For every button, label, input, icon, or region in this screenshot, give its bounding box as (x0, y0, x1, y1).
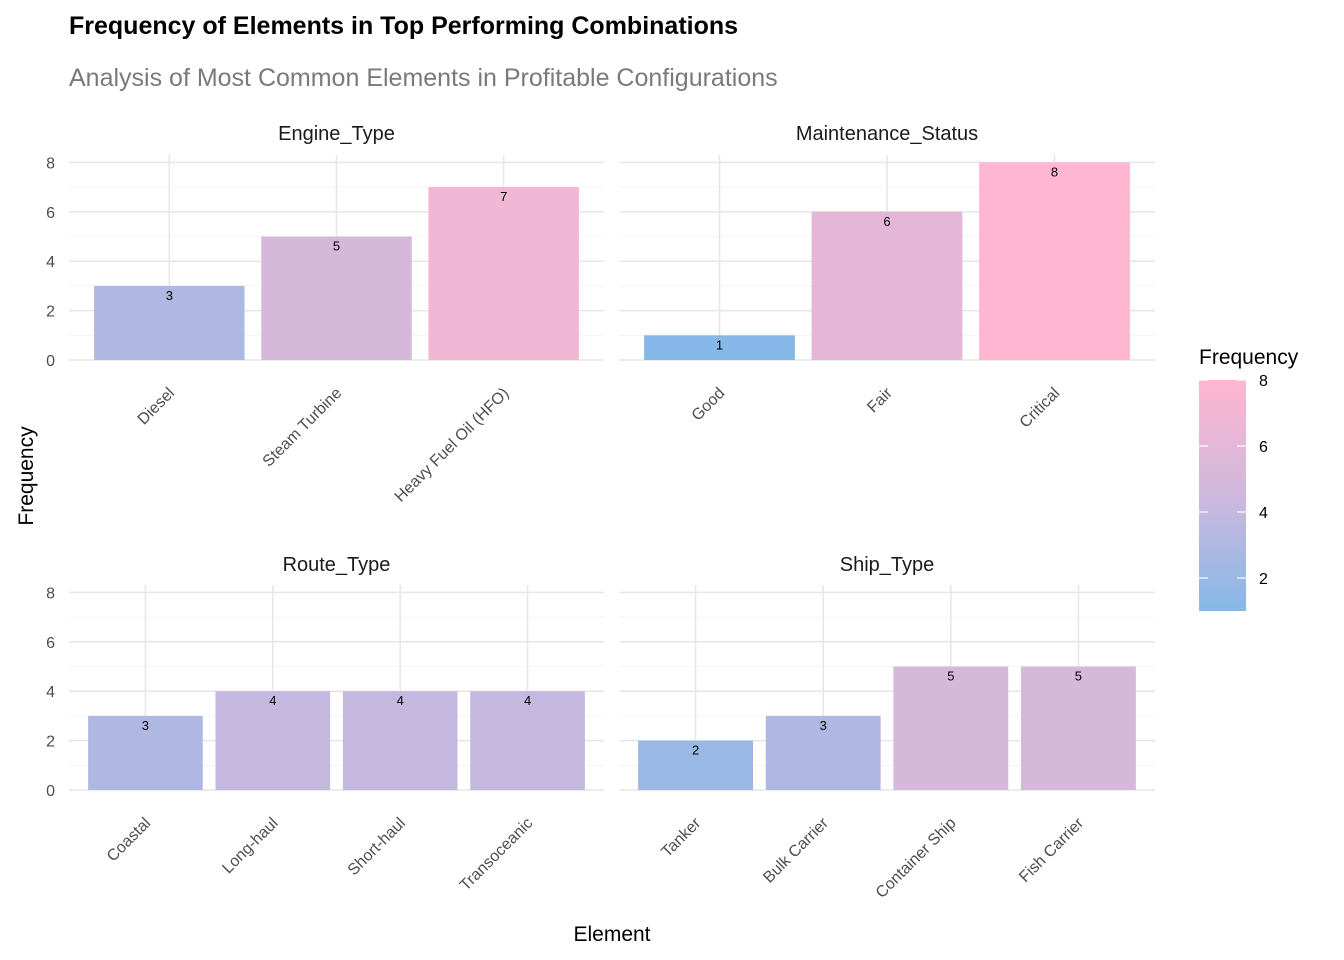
y-tick-label: 8 (46, 585, 55, 602)
bar (342, 691, 458, 790)
x-tick-label: Steam Turbine (260, 385, 346, 471)
legend-tick-label: 8 (1259, 373, 1268, 390)
bar-value-label: 4 (524, 693, 531, 708)
x-axis-title: Element (573, 923, 650, 946)
y-tick-label: 6 (46, 205, 55, 222)
facet-strip-label: Engine_Type (278, 123, 395, 145)
x-tick-label: Heavy Fuel Oil (HFO) (392, 385, 513, 506)
x-tick-label: Short-haul (345, 815, 409, 879)
bar (261, 236, 412, 360)
bar (811, 211, 963, 360)
chart-subtitle: Analysis of Most Common Elements in Prof… (69, 64, 778, 92)
bar-value-label: 3 (820, 718, 827, 733)
x-tick-label: Fish Carrier (1016, 814, 1088, 886)
bar-value-label: 4 (269, 693, 276, 708)
x-tick-label: Diesel (135, 385, 178, 428)
bar (470, 691, 585, 790)
legend-title: Frequency (1199, 346, 1299, 369)
y-tick-label: 4 (46, 254, 55, 271)
y-tick-label: 6 (46, 635, 55, 652)
x-tick-label: Container Ship (873, 815, 960, 902)
bar (94, 285, 245, 360)
facet-strip-label: Ship_Type (840, 554, 935, 576)
bar-value-label: 5 (333, 239, 340, 254)
y-tick-label: 0 (46, 353, 55, 370)
facet-panel-route-type: Route_Type 0 2 4 6 8 3 Coastal 4 Long-haul 4 Short-… (46, 554, 604, 894)
y-tick-label: 8 (46, 155, 55, 172)
bar (638, 740, 753, 790)
bar (215, 691, 331, 790)
bar-value-label: 3 (166, 288, 173, 303)
bar-value-label: 6 (883, 214, 890, 229)
bar-value-label: 4 (397, 693, 404, 708)
bar-value-label: 8 (1051, 164, 1058, 179)
x-tick-label: Bulk Carrier (760, 814, 832, 886)
bar-value-label: 2 (692, 743, 699, 758)
bar (644, 335, 795, 360)
legend-tick-label: 6 (1259, 439, 1268, 456)
x-tick-label: Good (689, 385, 729, 425)
y-tick-label: 4 (46, 684, 55, 701)
bar-value-label: 3 (142, 718, 149, 733)
bar (765, 715, 881, 790)
facet-panel-ship-type: Ship_Type 2 Tanker 3 Bulk Carrier 5 Container … (619, 554, 1155, 902)
bar-value-label: 7 (500, 189, 507, 204)
color-legend: Frequency 2 4 6 8 (1199, 346, 1299, 611)
x-tick-label: Tanker (658, 814, 704, 860)
y-axis-title: Frequency (15, 426, 38, 526)
facet-strip-label: Route_Type (283, 554, 391, 576)
bar-value-label: 5 (947, 669, 954, 684)
facet-strip-label: Maintenance_Status (796, 123, 978, 145)
bar-value-label: 5 (1075, 669, 1082, 684)
x-tick-label: Transoceanic (457, 815, 537, 895)
y-tick-label: 0 (46, 783, 55, 800)
bar (428, 187, 579, 360)
bar (893, 666, 1009, 790)
bar (1021, 666, 1136, 790)
facet-panel-engine-type: Engine_Type 0 2 4 6 8 3 Diesel 5 Steam Turbine 7 He… (46, 123, 604, 506)
legend-tick-label: 2 (1259, 571, 1268, 588)
legend-colorbar (1199, 380, 1246, 611)
chart-title: Frequency of Elements in Top Performing … (69, 12, 739, 40)
x-tick-label: Coastal (104, 815, 154, 865)
legend-tick-label: 4 (1259, 505, 1268, 522)
x-tick-label: Critical (1017, 385, 1064, 432)
y-tick-label: 2 (46, 304, 55, 321)
x-tick-label: Long-haul (219, 815, 281, 877)
bar (979, 162, 1130, 360)
y-tick-label: 2 (46, 734, 55, 751)
x-tick-label: Fair (864, 384, 896, 416)
bar-value-label: 1 (716, 337, 723, 352)
bar (88, 715, 203, 790)
facet-panel-maintenance-status: Maintenance_Status 1 Good 6 Fair 8 Critical (619, 123, 1155, 431)
